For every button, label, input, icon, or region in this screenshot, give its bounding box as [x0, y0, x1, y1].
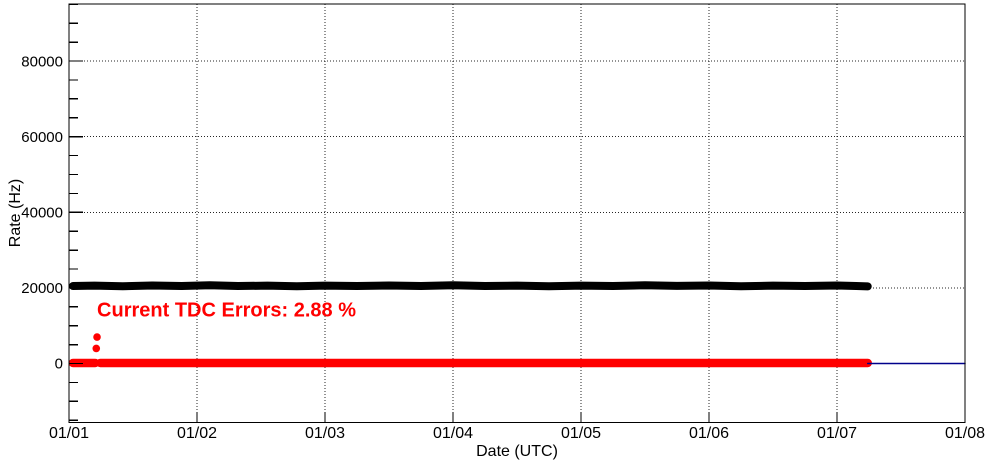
y-tick-label: 80000	[21, 53, 63, 70]
y-axis-title: Rate (Hz)	[7, 178, 24, 248]
x-tick-label: 01/04	[433, 425, 473, 442]
y-tick-label: 20000	[21, 280, 63, 297]
x-tick-label: 01/02	[177, 425, 217, 442]
x-axis-title: Date (UTC)	[476, 443, 558, 460]
y-tick-label: 60000	[21, 129, 63, 146]
y-tick-label: 0	[55, 356, 63, 373]
x-tick-label: 01/01	[49, 425, 89, 442]
x-tick-label: 01/06	[689, 425, 729, 442]
red-tdc-error-spikes-point	[93, 333, 101, 341]
x-tick-label: 01/08	[945, 425, 985, 442]
y-tick-label: 40000	[21, 205, 63, 222]
plot-frame	[68, 3, 966, 424]
black-rate-band	[68, 281, 872, 291]
tdc-error-annotation: Current TDC Errors: 2.88 %	[97, 299, 356, 322]
x-tick-label: 01/03	[305, 425, 345, 442]
x-tick-label: 01/07	[817, 425, 857, 442]
x-tick-label: 01/05	[561, 425, 601, 442]
red-tdc-error-spikes-point	[92, 344, 101, 353]
